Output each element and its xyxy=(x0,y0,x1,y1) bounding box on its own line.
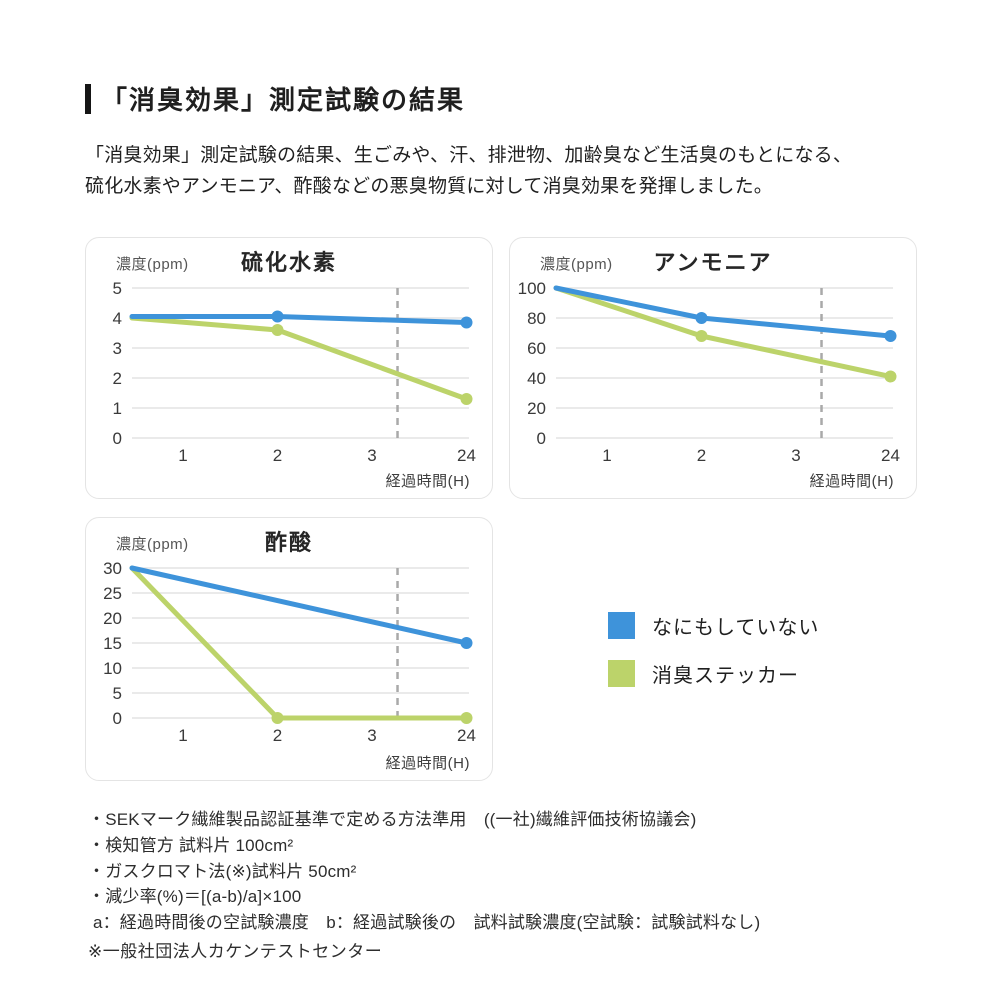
x-tick-label: 3 xyxy=(367,726,376,745)
x-tick-label: 24 xyxy=(881,446,900,465)
y-tick-label: 0 xyxy=(113,429,122,448)
data-point-green xyxy=(695,330,708,342)
test-center-footnote: ※一般社団法人カケンテストセンター xyxy=(88,942,383,961)
x-tick-label: 3 xyxy=(791,446,800,465)
y-tick-label: 15 xyxy=(103,634,122,653)
x-tick-label: 2 xyxy=(273,446,282,465)
note-line: a：経過時間後の空試験濃度 b：経過試験後の 試料試験濃度(空試験：試験試料なし… xyxy=(88,913,761,933)
chart-panel-hydrogen-sulfide: 濃度(ppm) 硫化水素 5 4 3 2 1 0 1 2 3 24 経過時間(H) xyxy=(85,237,493,499)
y-tick-label: 4 xyxy=(113,309,122,328)
title-accent-bar xyxy=(85,83,91,114)
chart-legend: なにもしていない 消臭ステッカー xyxy=(608,612,819,708)
x-tick-label: 3 xyxy=(367,446,376,465)
x-tick-label: 2 xyxy=(697,446,706,465)
series-line-blue xyxy=(129,565,469,646)
y-tick-label: 20 xyxy=(103,609,122,628)
page-title-row: 「消臭効果」測定試験の結果 xyxy=(85,80,465,117)
series-line-blue xyxy=(553,285,893,339)
y-tick-label: 2 xyxy=(113,369,122,388)
legend-label-untreated: なにもしていない xyxy=(652,617,820,639)
x-tick-label: 1 xyxy=(602,446,611,465)
data-point-green xyxy=(460,393,473,405)
note-line: ・減少率(%)＝[(a-b)/a]×100 xyxy=(88,887,302,907)
data-point-blue xyxy=(884,330,897,342)
legend-item-untreated: なにもしていない xyxy=(608,612,819,639)
legend-item-deodorant-sticker: 消臭ステッカー xyxy=(608,660,819,687)
x-tick-label: 2 xyxy=(273,726,282,745)
data-point-blue xyxy=(271,310,284,323)
y-axis-label: 濃度(ppm) xyxy=(116,536,189,553)
chart-panel-acetic-acid: 濃度(ppm) 酢酸 30 25 20 15 10 5 0 1 2 3 24 経過時間(H) xyxy=(85,517,493,781)
x-tick-label: 24 xyxy=(457,446,476,465)
y-tick-label: 100 xyxy=(518,279,546,298)
test-method-notes: ・SEKマーク繊維製品認証基準で定める方法準用 ((一社)繊維評価技術協議会) … xyxy=(88,807,760,936)
y-tick-label: 25 xyxy=(103,584,122,603)
page-title: 「消臭効果」測定試験の結果 xyxy=(101,85,466,115)
data-point-blue xyxy=(695,312,708,324)
intro-paragraph: 「消臭効果」測定試験の結果、生ごみや、汗、排泄物、加齢臭など生活臭のもとになる、… xyxy=(85,145,853,197)
legend-swatch-blue xyxy=(608,612,635,639)
chart-title-acetic-acid: 酢酸 xyxy=(264,530,313,555)
data-point-blue xyxy=(460,637,473,649)
chart-panel-ammonia: 濃度(ppm) アンモニア 100 80 60 40 20 0 1 2 3 24 経過時間(H) xyxy=(509,237,917,499)
chart-title-ammonia: アンモニア xyxy=(653,250,773,275)
x-tick-label: 1 xyxy=(178,446,187,465)
chart-title-hydrogen-sulfide: 硫化水素 xyxy=(240,250,337,275)
y-tick-label: 40 xyxy=(527,369,546,388)
x-axis-label: 経過時間(H) xyxy=(809,473,894,490)
note-line: ・SEKマーク繊維製品認証基準で定める方法準用 ((一社)繊維評価技術協議会) xyxy=(88,810,697,829)
y-tick-label: 30 xyxy=(103,559,122,578)
data-point-green xyxy=(884,370,897,383)
line-chart-acetic-acid: 30 25 20 15 10 5 0 1 2 3 24 xyxy=(103,559,476,745)
x-tick-label: 1 xyxy=(178,726,187,745)
line-chart-ammonia: 100 80 60 40 20 0 1 2 3 24 xyxy=(518,279,900,465)
y-axis-label: 濃度(ppm) xyxy=(540,256,613,273)
x-axis-label: 経過時間(H) xyxy=(385,473,470,490)
y-tick-label: 5 xyxy=(113,684,122,703)
data-point-blue xyxy=(460,316,473,329)
y-tick-label: 1 xyxy=(113,399,122,418)
y-tick-label: 0 xyxy=(113,709,122,728)
note-line: ・検知管方 試料片 100cm² xyxy=(88,835,294,855)
y-tick-label: 5 xyxy=(113,279,122,298)
y-tick-label: 3 xyxy=(113,339,122,358)
note-line: ・ガスクロマト法(※)試料片 50cm² xyxy=(88,861,357,881)
legend-label-deodorant-sticker: 消臭ステッカー xyxy=(652,665,799,687)
y-tick-label: 80 xyxy=(527,309,546,328)
data-point-green xyxy=(460,712,473,724)
x-axis-label: 経過時間(H) xyxy=(385,755,470,772)
x-tick-label: 24 xyxy=(457,726,476,745)
data-point-green xyxy=(271,324,284,336)
data-point-green xyxy=(271,712,284,724)
y-tick-label: 20 xyxy=(527,399,546,418)
y-tick-label: 10 xyxy=(103,659,122,678)
legend-swatch-green xyxy=(608,660,635,687)
series-line-green xyxy=(129,315,469,402)
y-tick-label: 60 xyxy=(527,339,546,358)
y-axis-label: 濃度(ppm) xyxy=(116,256,189,273)
y-tick-label: 0 xyxy=(537,429,546,448)
line-chart-hydrogen-sulfide: 5 4 3 2 1 0 1 2 3 24 xyxy=(113,279,476,465)
